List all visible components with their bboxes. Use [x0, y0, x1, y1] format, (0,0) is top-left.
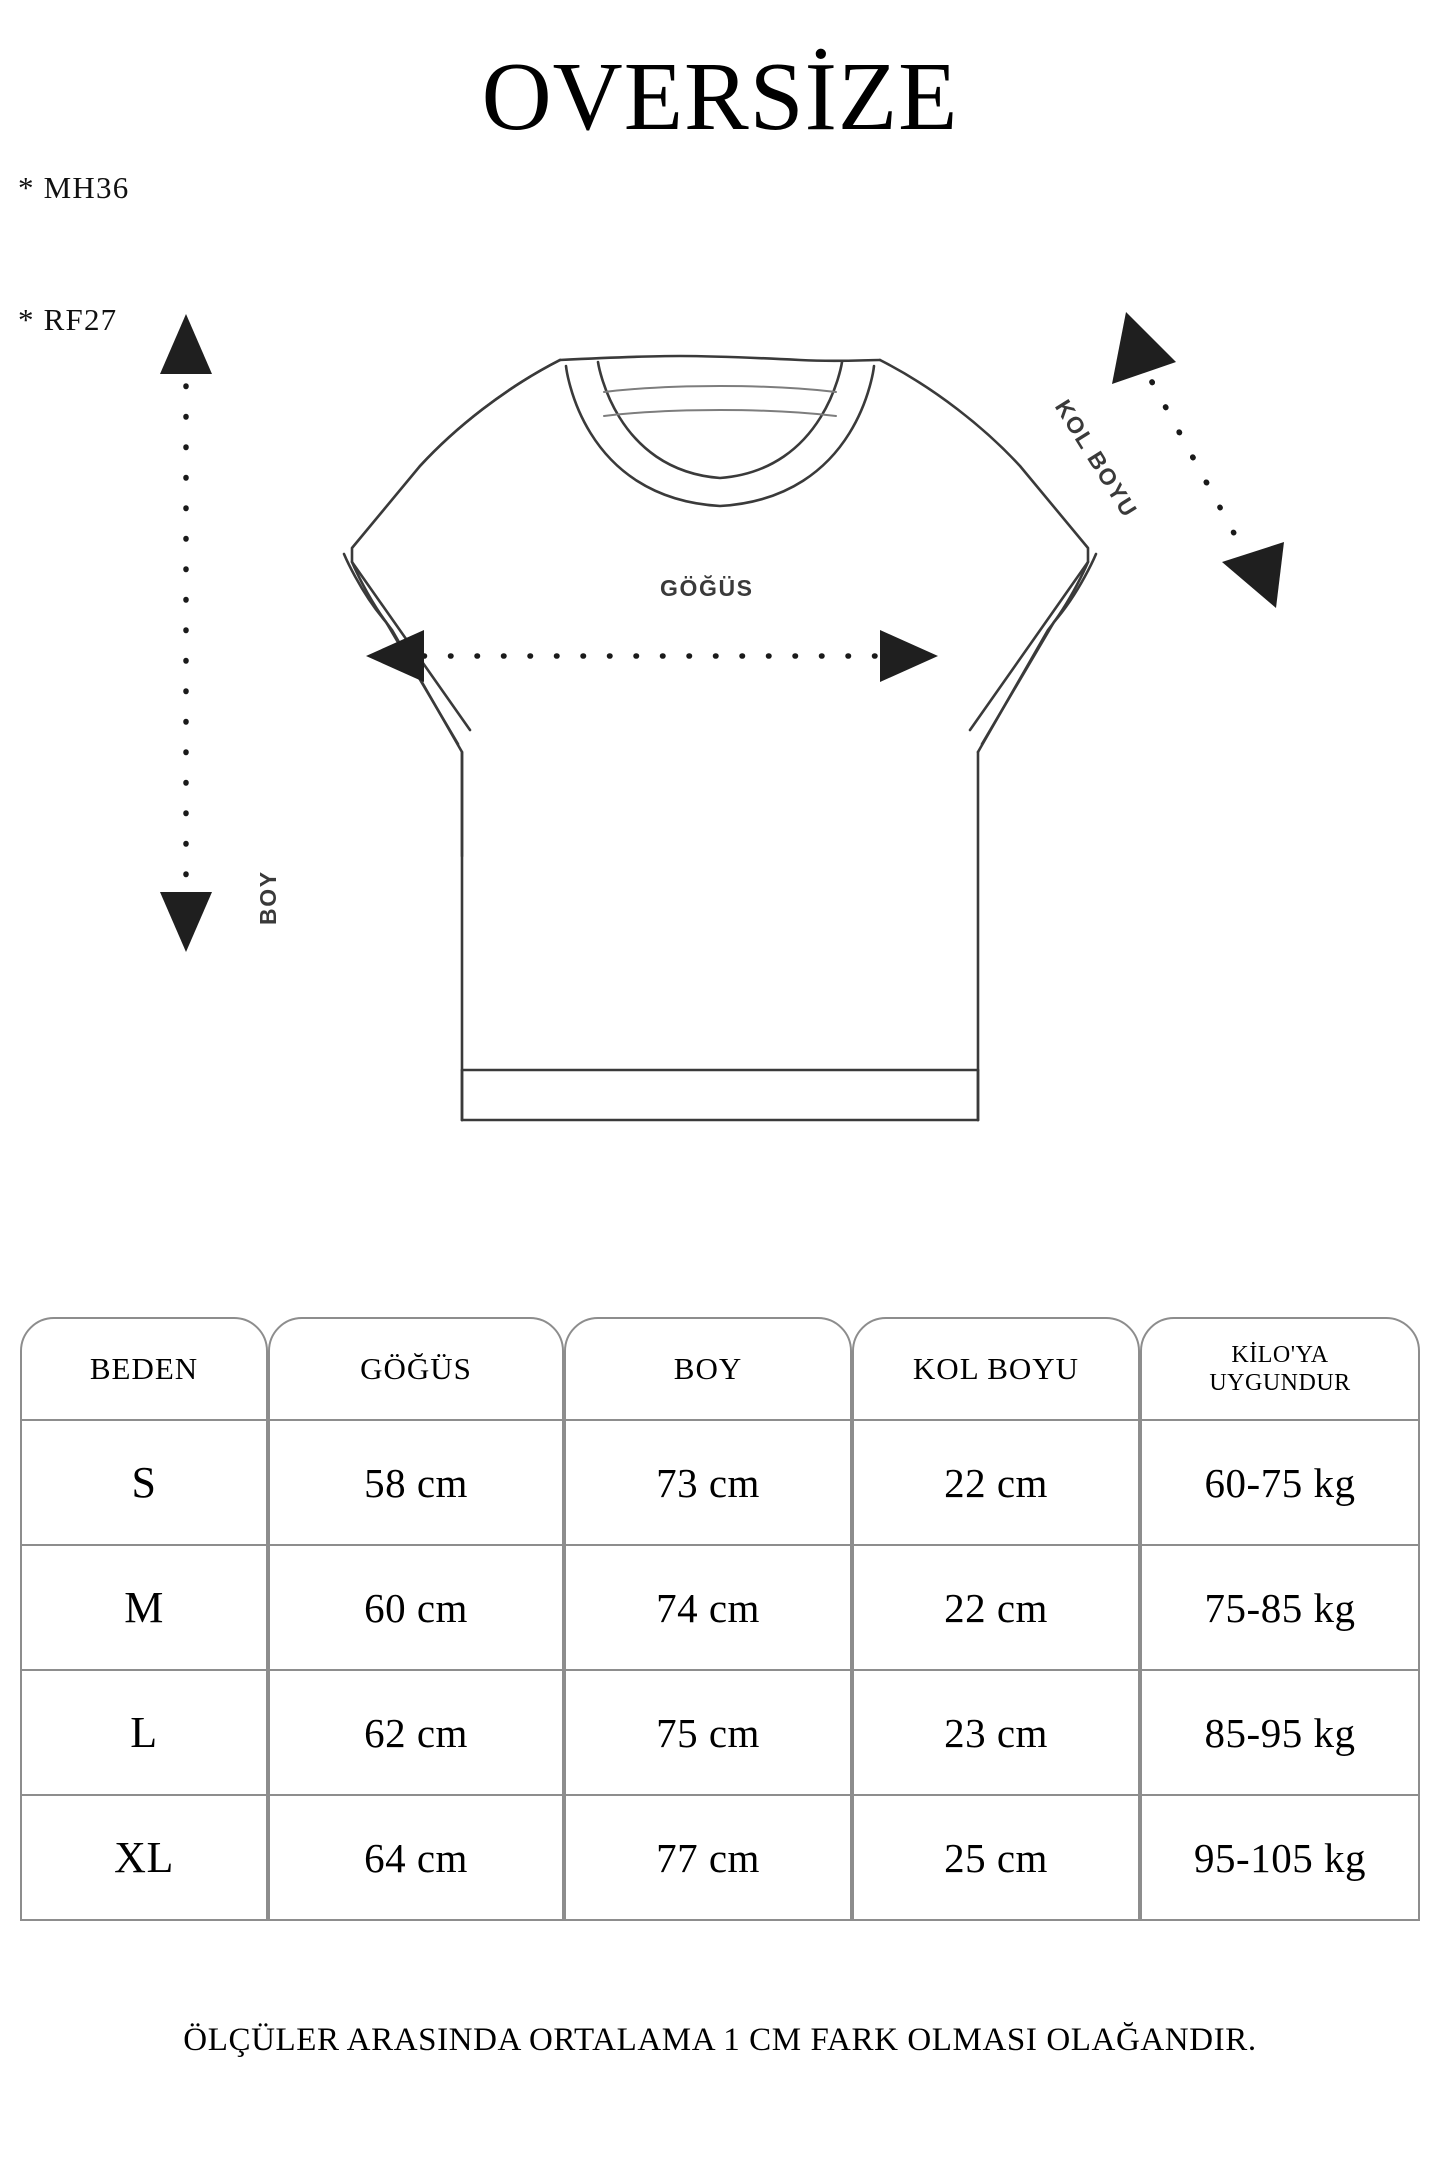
- cell-length: 75 cm: [564, 1671, 852, 1796]
- product-code-2: * RF27: [18, 302, 118, 338]
- size-table-container: BEDEN GÖĞÜS BOY KOL BOYU KİLO'YA UYGUNDU…: [20, 1317, 1420, 1921]
- product-code-1: * MH36: [18, 170, 130, 206]
- diagram-label-length: BOY: [255, 870, 281, 925]
- header-cell-weight: KİLO'YA UYGUNDUR: [1140, 1317, 1420, 1421]
- size-table: BEDEN GÖĞÜS BOY KOL BOYU KİLO'YA UYGUNDU…: [20, 1317, 1420, 1921]
- cell-chest: 64 cm: [268, 1796, 564, 1921]
- cell-size: S: [20, 1421, 268, 1546]
- cell-chest: 58 cm: [268, 1421, 564, 1546]
- size-table-body: S 58 cm 73 cm 22 cm 60-75 kg M 60 cm 74 …: [20, 1421, 1420, 1921]
- table-row: S 58 cm 73 cm 22 cm 60-75 kg: [20, 1421, 1420, 1546]
- cell-weight: 95-105 kg: [1140, 1796, 1420, 1921]
- cell-size: XL: [20, 1796, 268, 1921]
- tshirt-diagram: GÖĞÜS BOY KOL BOYU: [0, 300, 1440, 1260]
- measurement-tolerance-note: ÖLÇÜLER ARASINDA ORTALAMA 1 CM FARK OLMA…: [183, 2022, 1257, 2058]
- diagram-label-chest: GÖĞÜS: [660, 575, 754, 601]
- sleeve-measure-arrow: [1112, 312, 1284, 608]
- chest-measure-arrow: [366, 630, 938, 682]
- cell-weight: 60-75 kg: [1140, 1421, 1420, 1546]
- cell-sleeve: 22 cm: [852, 1546, 1140, 1671]
- header-cell-size: BEDEN: [20, 1317, 268, 1421]
- cell-size: M: [20, 1546, 268, 1671]
- header-weight-line1: KİLO'YA: [1231, 1341, 1329, 1368]
- cell-length: 77 cm: [564, 1796, 852, 1921]
- cell-weight: 75-85 kg: [1140, 1546, 1420, 1671]
- table-row: XL 64 cm 77 cm 25 cm 95-105 kg: [20, 1796, 1420, 1921]
- header-cell-length: BOY: [564, 1317, 852, 1421]
- header-cell-sleeve: KOL BOYU: [852, 1317, 1140, 1421]
- cell-sleeve: 25 cm: [852, 1796, 1140, 1921]
- cell-chest: 60 cm: [268, 1546, 564, 1671]
- cell-length: 73 cm: [564, 1421, 852, 1546]
- cell-size: L: [20, 1671, 268, 1796]
- cell-sleeve: 22 cm: [852, 1421, 1140, 1546]
- cell-chest: 62 cm: [268, 1671, 564, 1796]
- header-weight-line2: UYGUNDUR: [1209, 1370, 1351, 1396]
- table-row: L 62 cm 75 cm 23 cm 85-95 kg: [20, 1671, 1420, 1796]
- page-title: OVERSİZE: [481, 43, 959, 150]
- cell-sleeve: 23 cm: [852, 1671, 1140, 1796]
- header-cell-chest: GÖĞÜS: [268, 1317, 564, 1421]
- cell-length: 74 cm: [564, 1546, 852, 1671]
- table-row: M 60 cm 74 cm 22 cm 75-85 kg: [20, 1546, 1420, 1671]
- table-header-row: BEDEN GÖĞÜS BOY KOL BOYU KİLO'YA UYGUNDU…: [20, 1317, 1420, 1421]
- length-measure-arrow: [160, 314, 212, 952]
- cell-weight: 85-95 kg: [1140, 1671, 1420, 1796]
- product-codes: * MH36 * RF27: [18, 78, 129, 386]
